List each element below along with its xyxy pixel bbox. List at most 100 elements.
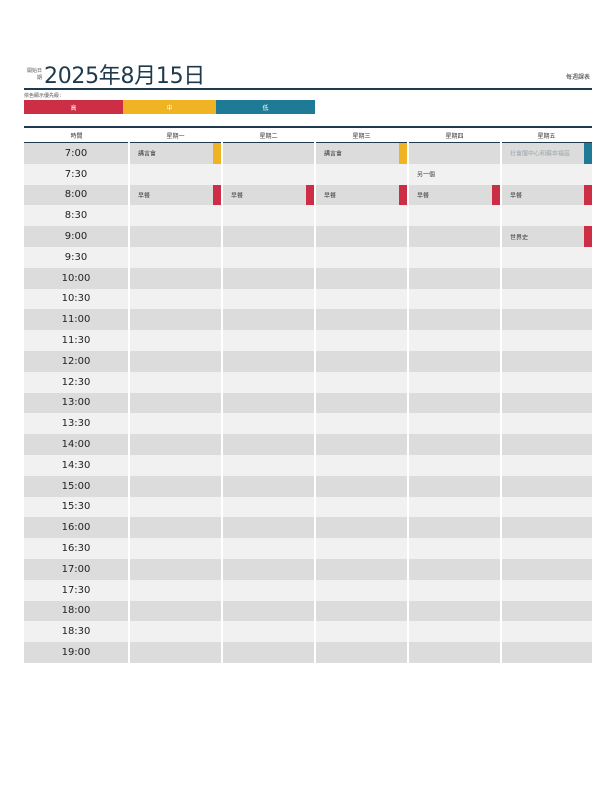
schedule-cell[interactable]: 世界史 bbox=[501, 226, 592, 247]
schedule-cell[interactable] bbox=[129, 454, 223, 476]
schedule-cell[interactable] bbox=[222, 246, 316, 268]
schedule-cell[interactable] bbox=[222, 309, 316, 331]
schedule-cell[interactable] bbox=[501, 371, 592, 393]
schedule-cell[interactable] bbox=[501, 267, 592, 289]
schedule-cell[interactable] bbox=[129, 330, 223, 351]
schedule-cell[interactable] bbox=[222, 413, 316, 435]
schedule-cell[interactable] bbox=[222, 142, 316, 164]
schedule-cell[interactable] bbox=[501, 600, 592, 622]
schedule-cell[interactable] bbox=[315, 413, 409, 435]
schedule-cell[interactable] bbox=[501, 642, 592, 663]
schedule-cell[interactable] bbox=[315, 330, 409, 351]
schedule-cell[interactable] bbox=[501, 579, 592, 601]
schedule-cell[interactable] bbox=[408, 392, 502, 414]
schedule-cell[interactable] bbox=[222, 579, 316, 601]
schedule-cell[interactable] bbox=[315, 246, 409, 268]
schedule-cell[interactable] bbox=[129, 579, 223, 601]
schedule-cell[interactable] bbox=[129, 371, 223, 393]
schedule-cell[interactable] bbox=[129, 496, 223, 518]
schedule-cell[interactable]: 社會服中心和蘇卒福茲 bbox=[501, 142, 592, 164]
schedule-cell[interactable] bbox=[129, 350, 223, 372]
schedule-cell[interactable] bbox=[501, 163, 592, 185]
schedule-cell[interactable] bbox=[315, 579, 409, 601]
schedule-cell[interactable] bbox=[408, 579, 502, 601]
schedule-cell[interactable] bbox=[501, 538, 592, 559]
schedule-cell[interactable] bbox=[408, 371, 502, 393]
schedule-cell[interactable] bbox=[129, 434, 223, 455]
schedule-cell[interactable] bbox=[222, 454, 316, 476]
schedule-cell[interactable] bbox=[222, 267, 316, 289]
schedule-cell[interactable] bbox=[222, 163, 316, 185]
schedule-cell[interactable] bbox=[501, 205, 592, 227]
schedule-cell[interactable] bbox=[501, 434, 592, 455]
schedule-cell[interactable] bbox=[501, 392, 592, 414]
schedule-cell[interactable] bbox=[315, 434, 409, 455]
schedule-cell[interactable]: 早餐 bbox=[222, 184, 316, 206]
schedule-cell[interactable] bbox=[129, 246, 223, 268]
schedule-cell[interactable] bbox=[408, 475, 502, 497]
schedule-cell[interactable] bbox=[501, 330, 592, 351]
schedule-cell[interactable]: 講言會 bbox=[315, 142, 409, 164]
schedule-cell[interactable] bbox=[408, 288, 502, 310]
schedule-cell[interactable] bbox=[408, 642, 502, 663]
schedule-cell[interactable] bbox=[315, 558, 409, 580]
schedule-cell[interactable] bbox=[222, 558, 316, 580]
schedule-cell[interactable] bbox=[315, 309, 409, 331]
schedule-cell[interactable] bbox=[408, 621, 502, 643]
schedule-cell[interactable] bbox=[408, 330, 502, 351]
schedule-cell[interactable] bbox=[315, 267, 409, 289]
schedule-cell[interactable] bbox=[501, 558, 592, 580]
schedule-cell[interactable] bbox=[315, 371, 409, 393]
schedule-cell[interactable] bbox=[222, 475, 316, 497]
schedule-cell[interactable] bbox=[222, 330, 316, 351]
schedule-cell[interactable]: 另一個 bbox=[408, 163, 502, 185]
schedule-cell[interactable] bbox=[129, 621, 223, 643]
schedule-cell[interactable] bbox=[222, 517, 316, 539]
schedule-cell[interactable] bbox=[315, 600, 409, 622]
schedule-cell[interactable] bbox=[129, 642, 223, 663]
schedule-cell[interactable] bbox=[315, 163, 409, 185]
schedule-cell[interactable] bbox=[315, 621, 409, 643]
schedule-cell[interactable] bbox=[408, 226, 502, 247]
schedule-cell[interactable]: 講言會 bbox=[129, 142, 223, 164]
schedule-cell[interactable] bbox=[129, 226, 223, 247]
schedule-cell[interactable] bbox=[408, 434, 502, 455]
schedule-cell[interactable] bbox=[315, 538, 409, 559]
schedule-cell[interactable] bbox=[408, 350, 502, 372]
schedule-cell[interactable] bbox=[222, 392, 316, 414]
schedule-cell[interactable] bbox=[315, 205, 409, 227]
schedule-cell[interactable] bbox=[129, 309, 223, 331]
schedule-cell[interactable] bbox=[222, 600, 316, 622]
schedule-cell[interactable]: 早餐 bbox=[408, 184, 502, 206]
schedule-cell[interactable] bbox=[315, 288, 409, 310]
schedule-cell[interactable] bbox=[501, 309, 592, 331]
schedule-cell[interactable] bbox=[408, 517, 502, 539]
schedule-cell[interactable] bbox=[501, 517, 592, 539]
schedule-cell[interactable] bbox=[129, 558, 223, 580]
schedule-cell[interactable] bbox=[129, 517, 223, 539]
schedule-cell[interactable] bbox=[222, 434, 316, 455]
schedule-cell[interactable] bbox=[408, 496, 502, 518]
schedule-cell[interactable] bbox=[129, 600, 223, 622]
schedule-cell[interactable]: 早餐 bbox=[501, 184, 592, 206]
schedule-cell[interactable] bbox=[501, 621, 592, 643]
schedule-cell[interactable] bbox=[408, 246, 502, 268]
schedule-cell[interactable] bbox=[222, 621, 316, 643]
schedule-cell[interactable] bbox=[408, 454, 502, 476]
schedule-cell[interactable] bbox=[315, 517, 409, 539]
schedule-cell[interactable] bbox=[222, 496, 316, 518]
schedule-cell[interactable] bbox=[315, 496, 409, 518]
schedule-cell[interactable] bbox=[408, 142, 502, 164]
schedule-cell[interactable] bbox=[129, 163, 223, 185]
schedule-cell[interactable] bbox=[315, 226, 409, 247]
schedule-cell[interactable] bbox=[408, 538, 502, 559]
schedule-cell[interactable] bbox=[222, 350, 316, 372]
schedule-cell[interactable] bbox=[222, 226, 316, 247]
schedule-cell[interactable] bbox=[408, 558, 502, 580]
schedule-cell[interactable] bbox=[222, 538, 316, 559]
schedule-cell[interactable] bbox=[129, 288, 223, 310]
schedule-cell[interactable] bbox=[408, 205, 502, 227]
schedule-cell[interactable] bbox=[315, 454, 409, 476]
schedule-cell[interactable] bbox=[501, 496, 592, 518]
schedule-cell[interactable] bbox=[501, 475, 592, 497]
